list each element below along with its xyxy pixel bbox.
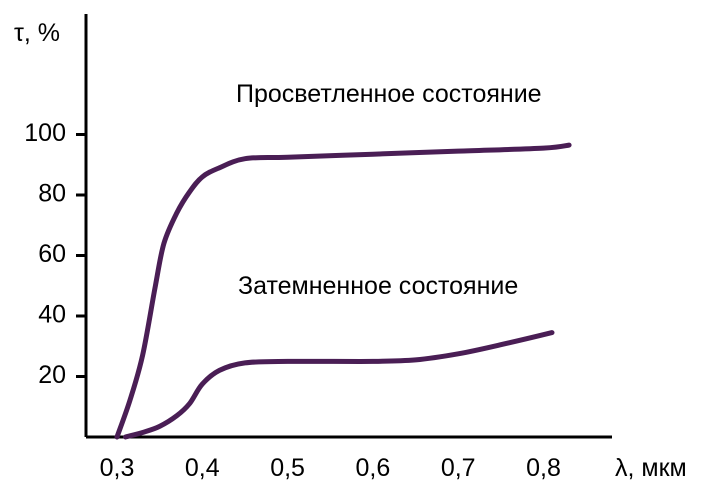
x-tick-label: 0,8 [526,454,561,482]
curve-bleached-state [114,142,572,440]
y-tick-label: 40 [38,301,66,329]
annotation-bleached-state: Просветленное состояние [236,80,542,108]
y-tick-label: 20 [38,361,66,389]
y-tick-label: 60 [38,240,66,268]
annotations: Просветленное состояние Затемненное сост… [236,80,542,300]
x-tick-label: 0,3 [100,454,135,482]
x-tick-label: 0,7 [441,454,476,482]
curves [114,142,572,440]
x-axis-label: λ, мкм [615,454,687,482]
ticks: 20 40 60 80 100 0,3 0,4 0,5 0,6 0,7 0,8 [24,119,561,482]
x-tick-label: 0,6 [356,454,391,482]
y-tick-label: 100 [24,119,66,147]
x-tick-label: 0,4 [185,454,220,482]
annotation-darkened-state: Затемненное состояние [238,272,518,300]
x-tick-label: 0,5 [270,454,305,482]
axes: τ, % λ, мкм [14,14,687,482]
y-tick-label: 80 [38,180,66,208]
y-axis-label: τ, % [14,19,60,47]
curve-darkened-state [123,330,555,440]
